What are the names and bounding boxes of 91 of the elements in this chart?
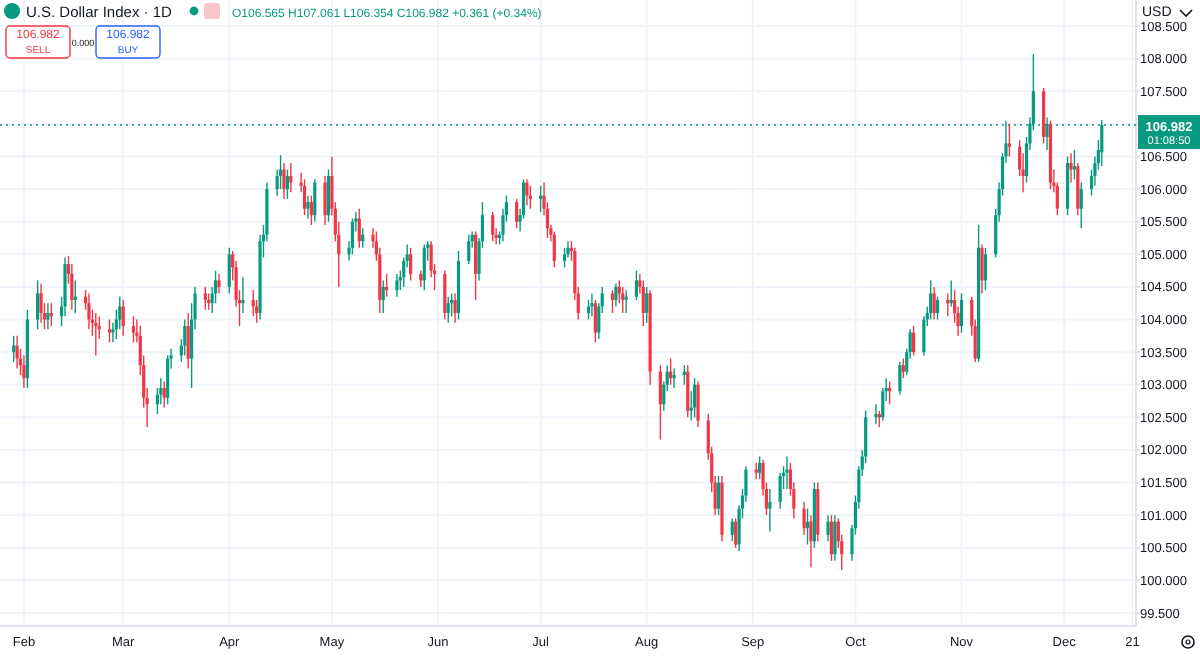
candlestick <box>959 292 964 334</box>
candlestick <box>73 279 77 314</box>
candlestick <box>525 178 529 207</box>
candlestick <box>94 312 98 357</box>
candlestick <box>395 273 399 298</box>
candlestick <box>672 367 676 389</box>
candlestick <box>241 276 245 314</box>
candlestick <box>166 354 170 405</box>
candlestick <box>282 162 286 200</box>
candlestick <box>121 299 125 337</box>
candlestick <box>901 357 905 379</box>
candlestick <box>758 455 762 480</box>
candlestick <box>49 302 53 327</box>
candlestick <box>22 354 26 389</box>
candlestick <box>350 217 355 256</box>
candlestick <box>87 292 91 330</box>
candlestick <box>785 455 789 490</box>
candlestick <box>816 481 820 542</box>
candlestick <box>686 364 690 419</box>
candlestick <box>1072 149 1077 181</box>
candlestick <box>1007 123 1011 158</box>
candlestick <box>313 178 317 223</box>
candlestick <box>833 514 837 562</box>
candlestick <box>888 380 892 405</box>
candlestick <box>217 273 221 295</box>
candlestick <box>621 286 625 314</box>
candlestick <box>302 178 307 216</box>
candlestick <box>46 302 50 330</box>
candlestick <box>641 279 645 327</box>
candlestick <box>323 175 327 226</box>
candlestick <box>162 380 166 409</box>
candlestick <box>658 364 662 441</box>
candlestick <box>983 247 988 291</box>
candlestick <box>131 315 136 344</box>
candlestick <box>932 286 936 321</box>
candlestick <box>768 488 772 533</box>
candlestick <box>289 162 293 194</box>
candlestick <box>829 514 834 562</box>
candlestick <box>624 289 628 314</box>
candlestick <box>107 318 112 344</box>
candlestick <box>778 472 782 510</box>
candlestick <box>586 299 591 321</box>
candlestick <box>935 296 940 321</box>
candlestick <box>734 517 738 549</box>
candlestick <box>491 211 495 242</box>
candlestick <box>381 279 385 314</box>
candlestick <box>203 286 207 311</box>
candlestick <box>593 299 597 344</box>
candlestick <box>614 282 618 308</box>
candlestick <box>36 279 40 330</box>
candlestick <box>980 243 984 295</box>
candlestick <box>645 286 649 324</box>
candlestick <box>39 282 43 324</box>
candlestick <box>552 230 556 269</box>
candlestick <box>682 364 686 386</box>
candlestick <box>1042 87 1046 145</box>
candlestick <box>453 292 457 324</box>
candlestick <box>474 230 478 301</box>
candlestick <box>15 335 19 370</box>
candlestick <box>443 269 447 321</box>
candlestick <box>446 296 450 324</box>
candlestick <box>1045 116 1049 151</box>
candlestick <box>539 185 543 213</box>
candlestick <box>562 247 567 269</box>
candlestick <box>528 185 532 210</box>
candlestick <box>911 325 916 357</box>
candlestick <box>285 168 290 200</box>
candlestick <box>802 501 806 536</box>
candlestick <box>949 279 953 308</box>
candlestick <box>1065 155 1070 216</box>
candlestick <box>634 269 639 301</box>
candlestick <box>467 234 471 265</box>
candlestick <box>693 377 697 419</box>
candlestick <box>730 517 734 542</box>
candlestick <box>326 168 331 223</box>
candlestick <box>385 273 389 298</box>
candlestick <box>227 247 231 295</box>
candlestick <box>357 207 361 249</box>
candlestick <box>409 247 413 282</box>
candlestick <box>70 263 74 311</box>
candlestick <box>929 279 933 321</box>
candlestick <box>450 292 454 317</box>
candlestick <box>946 292 950 317</box>
candlestick <box>1076 162 1080 216</box>
candlestick <box>515 198 519 229</box>
candlestick <box>610 289 615 314</box>
candlestick <box>183 318 187 357</box>
candlestick <box>696 380 700 428</box>
candlestick <box>1079 181 1083 229</box>
candlestick <box>590 292 594 317</box>
candlestick <box>566 240 570 259</box>
